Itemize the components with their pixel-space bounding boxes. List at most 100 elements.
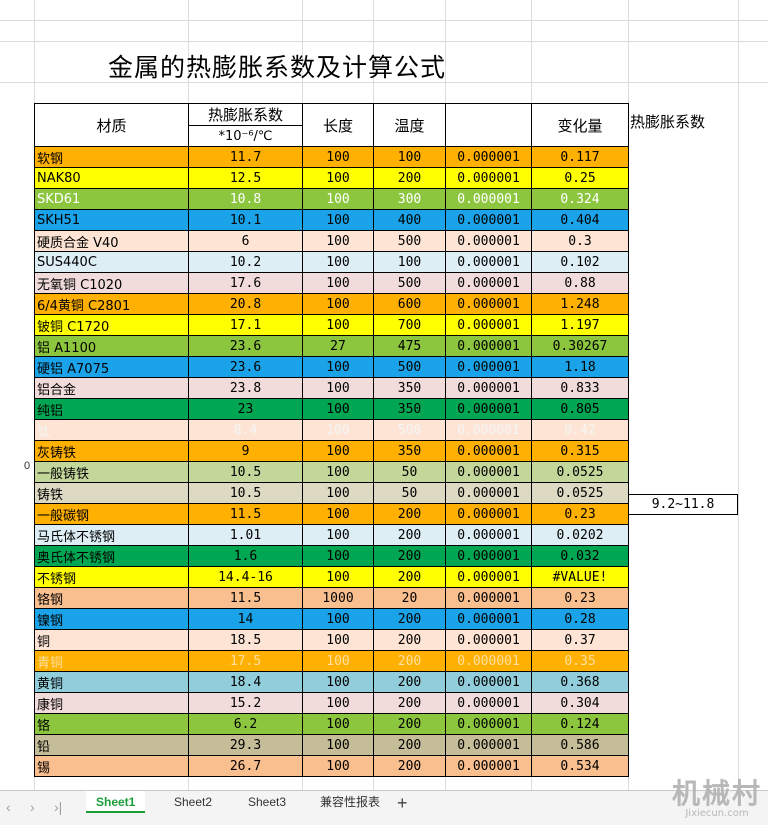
cell-change[interactable]: 0.23	[531, 503, 629, 525]
cell-temperature[interactable]: 20	[373, 587, 446, 609]
cell-temperature[interactable]: 200	[373, 713, 446, 735]
cell-length[interactable]: 100	[302, 734, 374, 756]
cell-length[interactable]: 100	[302, 503, 374, 525]
cell-change[interactable]: 0.404	[531, 209, 629, 231]
cell-material[interactable]: 硬铝 A7075	[34, 356, 189, 378]
cell-change[interactable]: 1.18	[531, 356, 629, 378]
cell-length[interactable]: 100	[302, 461, 374, 483]
cell-change[interactable]: 0.805	[531, 398, 629, 420]
cell-coefficient[interactable]: 6.2	[188, 713, 303, 735]
cell-coefficient[interactable]: 23.8	[188, 377, 303, 399]
cell-length[interactable]: 100	[302, 692, 374, 714]
cell-length[interactable]: 1000	[302, 587, 374, 609]
cell-factor[interactable]: 0.000001	[445, 251, 532, 273]
cell-change[interactable]: 0.88	[531, 272, 629, 294]
cell-change[interactable]: 0.586	[531, 734, 629, 756]
cell-length[interactable]: 100	[302, 419, 374, 441]
cell-material[interactable]: 黄铜	[34, 671, 189, 693]
cell-material[interactable]: 一般碳钢	[34, 503, 189, 525]
cell-factor[interactable]: 0.000001	[445, 440, 532, 462]
cell-temperature[interactable]: 500	[373, 230, 446, 252]
cell-change[interactable]: 0.304	[531, 692, 629, 714]
cell-temperature[interactable]: 500	[373, 272, 446, 294]
cell-temperature[interactable]: 50	[373, 461, 446, 483]
cell-change[interactable]: 0.0525	[531, 482, 629, 504]
cell-coefficient[interactable]: 23.6	[188, 335, 303, 357]
header-length[interactable]: 长度	[302, 103, 374, 147]
cell-change[interactable]: 0.324	[531, 188, 629, 210]
cell-coefficient[interactable]: 11.7	[188, 146, 303, 168]
cell-temperature[interactable]: 100	[373, 146, 446, 168]
cell-change[interactable]: 0.032	[531, 545, 629, 567]
cell-factor[interactable]: 0.000001	[445, 650, 532, 672]
cell-length[interactable]: 100	[302, 650, 374, 672]
cell-temperature[interactable]: 200	[373, 755, 446, 777]
cell-material[interactable]: 软钢	[34, 146, 189, 168]
cell-temperature[interactable]: 400	[373, 209, 446, 231]
cell-material[interactable]: 马氏体不锈钢	[34, 524, 189, 546]
cell-length[interactable]: 100	[302, 146, 374, 168]
cell-material[interactable]: SUS440C	[34, 251, 189, 273]
cell-factor[interactable]: 0.000001	[445, 230, 532, 252]
cell-coefficient[interactable]: 26.7	[188, 755, 303, 777]
cell-length[interactable]: 100	[302, 398, 374, 420]
cell-material[interactable]: SKD61	[34, 188, 189, 210]
cell-coefficient[interactable]: 23	[188, 398, 303, 420]
cell-change[interactable]: 0.35	[531, 650, 629, 672]
add-sheet-icon[interactable]: +	[397, 793, 408, 813]
cell-material[interactable]: 镍钢	[34, 608, 189, 630]
cell-temperature[interactable]: 200	[373, 671, 446, 693]
cell-temperature[interactable]: 200	[373, 734, 446, 756]
cell-length[interactable]: 100	[302, 377, 374, 399]
cell-coefficient[interactable]: 14	[188, 608, 303, 630]
cell-length[interactable]: 100	[302, 482, 374, 504]
cell-factor[interactable]: 0.000001	[445, 188, 532, 210]
cell-change[interactable]: 0.0525	[531, 461, 629, 483]
cell-coefficient[interactable]: 14.4-16	[188, 566, 303, 588]
cell-coefficient[interactable]: 15.2	[188, 692, 303, 714]
cell-change[interactable]: 0.42	[531, 419, 629, 441]
cell-length[interactable]: 100	[302, 209, 374, 231]
cell-material[interactable]: 锡	[34, 755, 189, 777]
cell-change[interactable]: 0.3	[531, 230, 629, 252]
cell-coefficient[interactable]: 17.1	[188, 314, 303, 336]
cell-temperature[interactable]: 200	[373, 503, 446, 525]
cell-temperature[interactable]: 200	[373, 524, 446, 546]
cell-temperature[interactable]: 500	[373, 356, 446, 378]
cell-temperature[interactable]: 350	[373, 440, 446, 462]
cell-length[interactable]: 100	[302, 629, 374, 651]
cell-length[interactable]: 100	[302, 230, 374, 252]
sheet-tab[interactable]: Sheet2	[174, 795, 213, 809]
cell-change[interactable]: 0.37	[531, 629, 629, 651]
cell-change[interactable]: 0.833	[531, 377, 629, 399]
cell-factor[interactable]: 0.000001	[445, 377, 532, 399]
range-cell[interactable]: 9.2~11.8	[628, 494, 738, 515]
cell-coefficient[interactable]: 11.5	[188, 587, 303, 609]
cell-material[interactable]: 铝合金	[34, 377, 189, 399]
cell-change[interactable]: 1.248	[531, 293, 629, 315]
cell-factor[interactable]: 0.000001	[445, 356, 532, 378]
cell-change[interactable]: 0.368	[531, 671, 629, 693]
cell-coefficient[interactable]: 11.5	[188, 503, 303, 525]
cell-material[interactable]: 铬钢	[34, 587, 189, 609]
header-change[interactable]: 变化量	[531, 103, 629, 147]
cell-material[interactable]: 钛	[34, 419, 189, 441]
cell-coefficient[interactable]: 10.5	[188, 482, 303, 504]
cell-temperature[interactable]: 350	[373, 398, 446, 420]
cell-material[interactable]: 不锈钢	[34, 566, 189, 588]
cell-material[interactable]: 奥氏体不锈钢	[34, 545, 189, 567]
cell-change[interactable]: 0.28	[531, 608, 629, 630]
cell-temperature[interactable]: 200	[373, 608, 446, 630]
first-sheet-icon[interactable]: ‹	[6, 799, 11, 815]
cell-temperature[interactable]: 350	[373, 377, 446, 399]
header-coefficient-unit[interactable]: *10⁻⁶/℃	[188, 125, 303, 147]
cell-temperature[interactable]: 50	[373, 482, 446, 504]
cell-material[interactable]: SKH51	[34, 209, 189, 231]
cell-factor[interactable]: 0.000001	[445, 272, 532, 294]
cell-material[interactable]: 6/4黄铜 C2801	[34, 293, 189, 315]
cell-factor[interactable]: 0.000001	[445, 419, 532, 441]
cell-factor[interactable]: 0.000001	[445, 671, 532, 693]
cell-factor[interactable]: 0.000001	[445, 335, 532, 357]
cell-change[interactable]: 0.124	[531, 713, 629, 735]
cell-coefficient[interactable]: 10.5	[188, 461, 303, 483]
